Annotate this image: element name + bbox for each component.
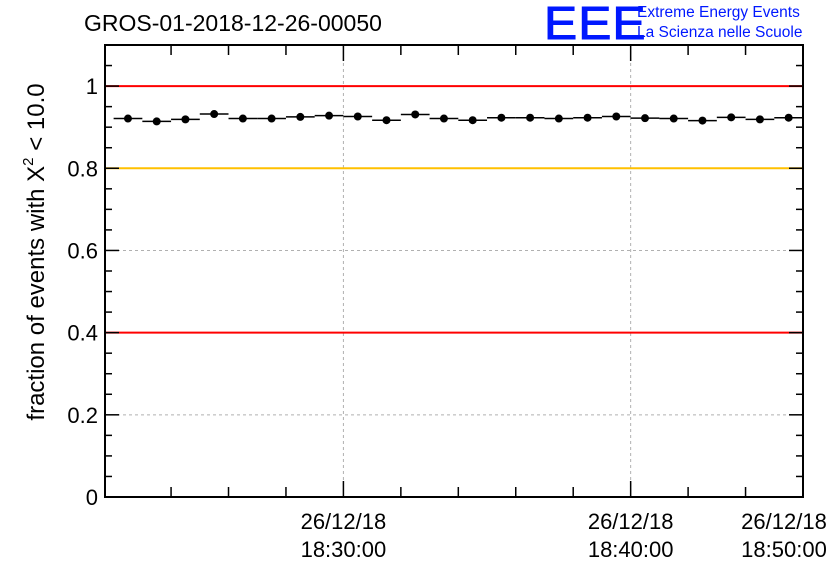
data-point [544, 114, 574, 123]
data-point-marker [123, 114, 132, 123]
data-point-marker [526, 113, 535, 122]
data-point [659, 114, 689, 123]
axes [104, 44, 804, 498]
y-tick-label: 1 [86, 74, 98, 99]
data-point-marker [497, 113, 506, 122]
data-point [343, 112, 373, 121]
data-point-marker [468, 116, 477, 125]
data-point [458, 116, 488, 125]
data-point [199, 110, 229, 119]
reference-lines [105, 85, 803, 334]
data-point-marker [755, 115, 764, 124]
logo-line-1: Extreme Energy Events [637, 4, 800, 21]
data-point-marker [727, 113, 736, 122]
y-axis-label: fraction of events with X2 < 10.0 [20, 83, 50, 420]
data-point-marker [181, 115, 190, 124]
data-point [487, 113, 516, 122]
data-points [113, 110, 803, 126]
eee-logo: EEE Extreme Energy Events La Scienza nel… [543, 0, 834, 49]
data-point [113, 114, 143, 123]
data-point-marker [382, 116, 391, 125]
data-point-marker [411, 110, 420, 119]
data-point [228, 114, 258, 123]
x-tick-label-time: 18:50:00 [741, 537, 827, 562]
data-point-marker [325, 111, 334, 120]
data-point-marker [439, 114, 448, 123]
y-tick-label: 0 [86, 485, 98, 510]
data-point [716, 113, 746, 122]
data-point-marker [238, 114, 247, 123]
data-point-marker [554, 114, 563, 123]
x-tick-label-time: 18:30:00 [301, 537, 387, 562]
x-tick-label-date: 26/12/18 [301, 509, 387, 534]
data-point [142, 117, 172, 126]
data-point-marker [669, 114, 678, 123]
data-point-marker [612, 112, 621, 121]
data-point-marker [583, 113, 592, 122]
y-tick-label: 0.4 [67, 321, 98, 346]
data-point [774, 113, 803, 122]
data-point [171, 115, 200, 124]
chart-title: GROS-01-2018-12-26-00050 [84, 10, 382, 36]
y-axis-label-prefix: fraction of events with X [23, 166, 50, 421]
data-point-marker [784, 113, 793, 122]
data-point-marker [698, 116, 707, 125]
grid-lines [105, 45, 803, 497]
x-tick-label-time: 18:40:00 [588, 537, 674, 562]
y-tick-label: 0.6 [67, 238, 98, 263]
x-tick-label-date: 26/12/18 [741, 509, 827, 534]
data-point-marker [353, 112, 362, 121]
x-tick-labels: 26/12/18 18:30:00 26/12/18 18:40:00 26/12/18… [301, 509, 827, 562]
data-point-marker [296, 112, 305, 121]
data-point [630, 114, 660, 123]
data-point-marker [267, 114, 276, 123]
data-point [285, 112, 315, 121]
y-tick-label: 0.2 [67, 403, 98, 428]
data-point [257, 114, 286, 123]
y-axis-label-superscript: 2 [20, 157, 37, 165]
data-point [573, 113, 602, 122]
data-point-marker [210, 110, 219, 119]
data-point [745, 115, 775, 124]
y-tick-label: 0.8 [67, 156, 98, 181]
data-point [314, 111, 344, 120]
eee-logo-mark: EEE [543, 0, 647, 49]
x-tick-label-date: 26/12/18 [588, 509, 674, 534]
data-point [515, 113, 545, 122]
y-axis-label-suffix: < 10.0 [23, 83, 50, 157]
data-point [372, 116, 401, 125]
y-tick-labels: 0 0.2 0.4 0.6 0.8 1 [67, 74, 98, 510]
data-point-marker [152, 117, 161, 126]
data-point [429, 114, 459, 123]
data-point [601, 112, 631, 121]
data-point [400, 110, 430, 119]
plot-frame [104, 44, 804, 498]
data-point [688, 116, 717, 125]
data-point-marker [641, 114, 650, 123]
logo-line-2: La Scienza nelle Scuole [637, 24, 803, 41]
